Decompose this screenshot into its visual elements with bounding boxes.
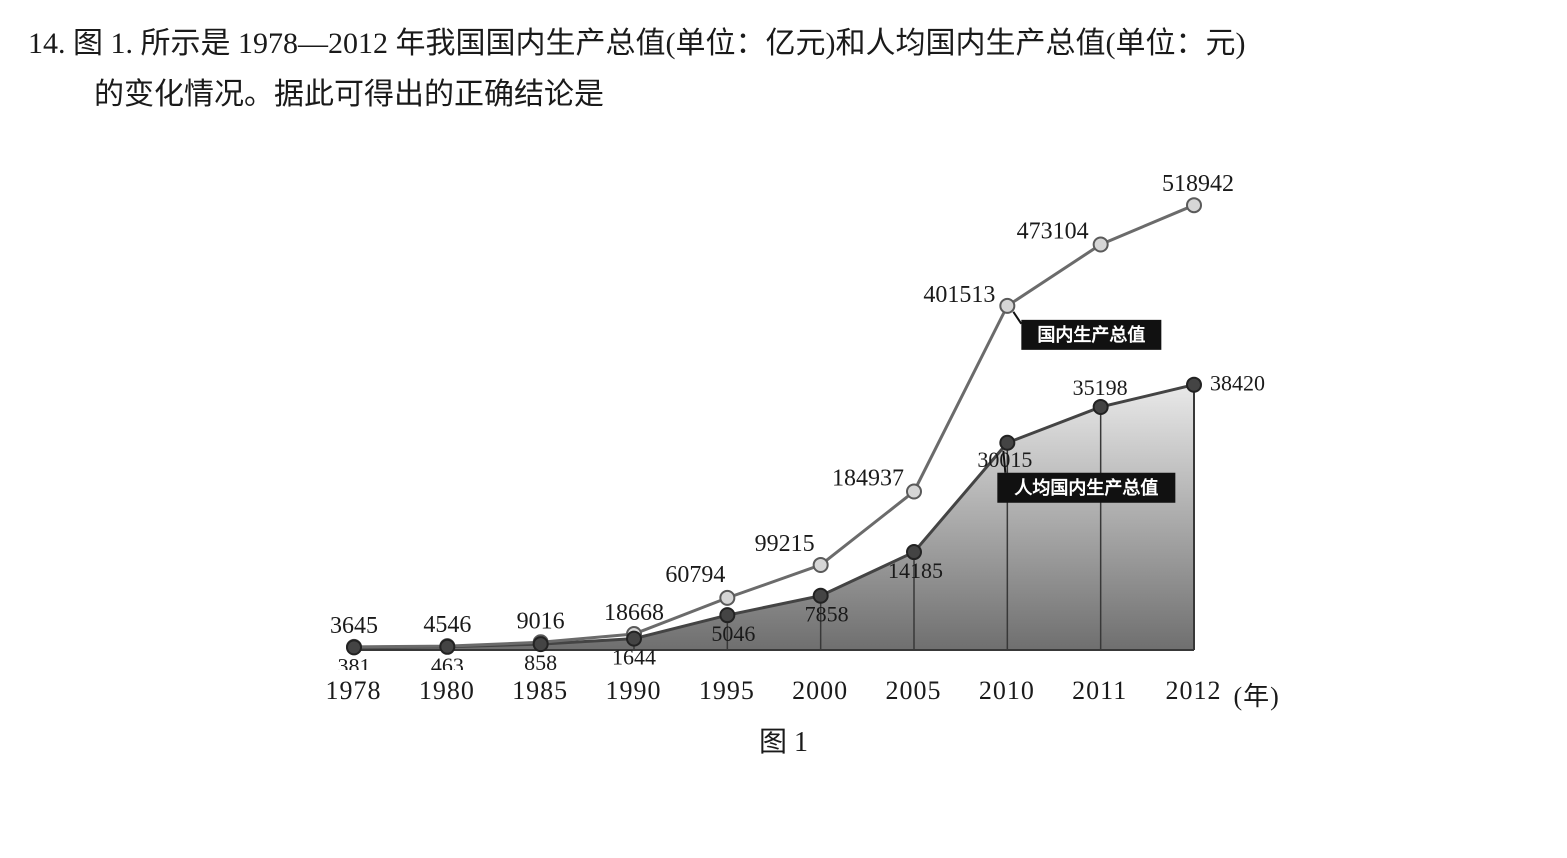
per-capita-marker xyxy=(533,637,547,651)
chart: 3645 4546 9016 1866860794 99215 184937 401513 4… xyxy=(28,130,1539,760)
chart-caption: 图 1 xyxy=(759,720,808,760)
per-capita-value-label: 381 xyxy=(337,653,370,670)
gdp-value-label: 9016 xyxy=(516,608,564,634)
per-capita-marker xyxy=(720,608,734,622)
per-capita-marker xyxy=(440,640,454,654)
gdp-marker xyxy=(907,484,921,498)
per-capita-value-label: 1644 xyxy=(612,645,656,670)
x-axis-year: 2011 xyxy=(1072,676,1127,706)
gdp-marker xyxy=(1187,198,1201,212)
per-capita-marker xyxy=(627,632,641,646)
gdp-value-label: 3645 xyxy=(330,613,378,639)
per-capita-value-label: 858 xyxy=(524,650,557,670)
x-axis-year: 2012 xyxy=(1166,676,1222,706)
gdp-value-label: 4546 xyxy=(423,612,471,638)
x-axis-year: 1978 xyxy=(326,676,382,706)
gdp-value-label: 473104 xyxy=(1016,218,1088,244)
gdp-value-label: 518942 xyxy=(1162,171,1234,197)
per-capita-value-label: 35198 xyxy=(1072,375,1127,400)
per-capita-marker xyxy=(1093,400,1107,414)
x-axis-year: 1985 xyxy=(512,676,568,706)
question-line-1: 14. 图 1. 所示是 1978—2012 年我国国内生产总值(单位：亿元)和… xyxy=(28,18,1539,69)
per-capita-value-label: 463 xyxy=(430,653,463,670)
gdp-marker xyxy=(720,591,734,605)
per-capita-marker xyxy=(907,545,921,559)
chart-svg: 3645 4546 9016 1866860794 99215 184937 401513 4… xyxy=(294,130,1274,670)
svg-text:国内生产总值: 国内生产总值 xyxy=(1037,324,1145,345)
x-axis-year: 1990 xyxy=(606,676,662,706)
per-capita-value-label: 14185 xyxy=(888,558,943,583)
gdp-value-label: 60794 xyxy=(665,562,725,588)
x-axis-year: 2010 xyxy=(979,676,1035,706)
x-axis-year: 2000 xyxy=(792,676,848,706)
question-text: 14. 图 1. 所示是 1978—2012 年我国国内生产总值(单位：亿元)和… xyxy=(28,18,1539,120)
per-capita-marker xyxy=(1187,378,1201,392)
x-axis-labels: 1978 1980 1985 1990 1995 2000 2005 2010 2011 2012… xyxy=(294,676,1274,710)
gdp-marker xyxy=(1093,237,1107,251)
gdp-value-label: 401513 xyxy=(923,282,995,308)
per-capita-value-label: 5046 xyxy=(711,621,755,646)
gdp-marker xyxy=(813,558,827,572)
gdp-value-label: 99215 xyxy=(754,531,814,557)
x-axis-unit: (年) xyxy=(1234,676,1280,713)
per-capita-value-label: 38420 xyxy=(1210,371,1265,396)
svg-text:人均国内生产总值: 人均国内生产总值 xyxy=(1014,477,1158,498)
per-capita-value-label: 7858 xyxy=(804,602,848,627)
gdp-series-badge: 国内生产总值 xyxy=(1013,312,1161,350)
gdp-value-label: 18668 xyxy=(604,600,664,626)
gdp-marker xyxy=(1000,299,1014,313)
x-axis-year: 2005 xyxy=(886,676,942,706)
per-capita-area xyxy=(354,385,1194,650)
gdp-value-label: 184937 xyxy=(832,465,904,491)
per-capita-marker xyxy=(347,640,361,654)
per-capita-marker xyxy=(813,589,827,603)
x-axis-year: 1995 xyxy=(699,676,755,706)
x-axis-year: 1980 xyxy=(419,676,475,706)
question-line-2: 的变化情况。据此可得出的正确结论是 xyxy=(28,69,1539,120)
